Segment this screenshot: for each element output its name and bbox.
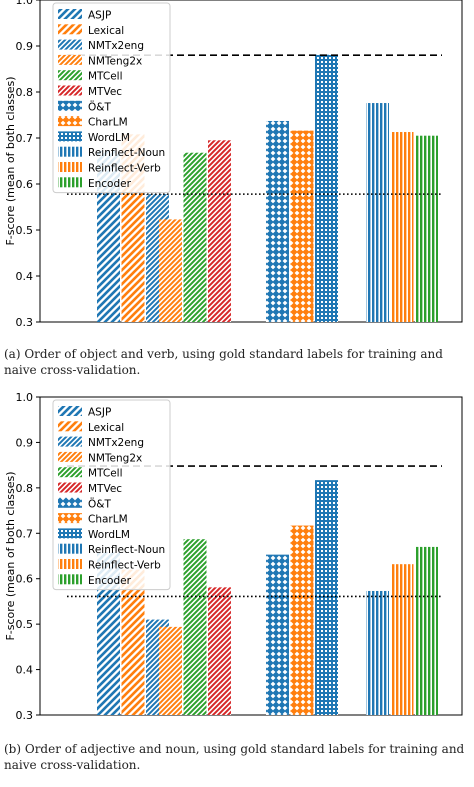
legend-swatch bbox=[58, 559, 82, 569]
legend-swatch bbox=[58, 100, 82, 111]
chart-object-verb: 0.3 0.4 0.5 0.6 0.7 0.8 0.9 1.0 F-score (mean of… bbox=[4, 0, 463, 329]
legend-label: Reinflect-Noun bbox=[88, 147, 165, 159]
legend-label: Reinflect-Noun bbox=[88, 544, 165, 556]
legend-swatch bbox=[58, 24, 82, 35]
legend-label: Ö&T bbox=[88, 497, 111, 510]
legend-label: MTCell bbox=[88, 71, 122, 83]
legend-label: NMTx2eng bbox=[88, 437, 144, 449]
legend-swatch bbox=[58, 70, 82, 81]
bar-wordlm bbox=[315, 54, 338, 323]
legend-swatch bbox=[58, 406, 82, 416]
legend-box bbox=[52, 2, 171, 194]
y-tick-label: 0.6 bbox=[16, 573, 34, 586]
y-tick-label: 1.0 bbox=[16, 393, 34, 404]
bar-reinflect-noun bbox=[366, 590, 389, 715]
y-tick-label: 0.7 bbox=[16, 132, 34, 145]
bar-lexical bbox=[121, 569, 145, 715]
legend-label: Encoder bbox=[88, 575, 132, 587]
legend-label: CharLM bbox=[88, 117, 128, 129]
legend-swatch bbox=[58, 421, 82, 432]
legend-swatch bbox=[58, 513, 82, 524]
legend-label: NMTeng2x bbox=[88, 452, 142, 464]
legend-swatch bbox=[58, 85, 82, 96]
bar-reinflect-verb bbox=[390, 564, 414, 715]
legend-label: MTVec bbox=[88, 86, 122, 98]
y-tick-label: 0.5 bbox=[16, 618, 34, 631]
legend-label: ASJP bbox=[88, 10, 111, 22]
legend-label: Reinflect-Verb bbox=[88, 560, 161, 572]
legend-label: Reinflect-Verb bbox=[88, 163, 161, 175]
legend-label: MTCell bbox=[88, 468, 122, 480]
bar-encoder bbox=[415, 546, 438, 715]
y-tick-label: 1.0 bbox=[16, 0, 34, 7]
legend-label: Lexical bbox=[88, 25, 124, 37]
bar-charlm bbox=[290, 525, 314, 715]
legend-swatch bbox=[58, 54, 82, 65]
y-tick-label: 0.3 bbox=[16, 709, 34, 722]
legend-swatch bbox=[58, 9, 82, 19]
y-tick-label: 0.7 bbox=[16, 527, 34, 540]
bar-mtvec bbox=[208, 587, 231, 715]
bar-asjp bbox=[97, 552, 120, 715]
legend-label: WordLM bbox=[88, 132, 130, 144]
legend-label: Encoder bbox=[88, 178, 132, 190]
y-tick-label: 0.4 bbox=[16, 270, 34, 283]
bar-mtvec bbox=[208, 140, 231, 322]
legend-swatch bbox=[58, 482, 82, 493]
caption-object-verb: (a) Order of object and verb, using gold… bbox=[4, 347, 443, 377]
y-tick-label: 0.8 bbox=[16, 482, 34, 495]
legend-swatch bbox=[58, 116, 82, 127]
bar-asjp bbox=[97, 150, 120, 322]
chart-adjective-noun: 0.3 0.4 0.5 0.6 0.7 0.8 0.9 1.0 F-score (mean of… bbox=[4, 393, 463, 722]
y-tick-label: 0.3 bbox=[16, 316, 34, 329]
plot-frame bbox=[39, 396, 463, 716]
y-axis-label: F-score (mean of both classes) bbox=[4, 471, 17, 640]
bar--t bbox=[266, 120, 289, 322]
legend-label: WordLM bbox=[88, 529, 130, 541]
bar-nmteng2x bbox=[159, 626, 182, 715]
bar-mtcell bbox=[183, 539, 207, 715]
bar-wordlm bbox=[315, 480, 338, 715]
bar-reinflect-noun bbox=[366, 103, 389, 322]
legend-swatch bbox=[58, 39, 82, 50]
legend-swatch bbox=[58, 574, 82, 585]
legend-label: ASJP bbox=[88, 407, 111, 419]
legend-label: CharLM bbox=[88, 514, 128, 526]
legend-swatch bbox=[58, 131, 82, 142]
y-axis-label: F-score (mean of both classes) bbox=[4, 76, 17, 245]
legend-swatch bbox=[58, 177, 82, 188]
legend-label: MTVec bbox=[88, 483, 122, 495]
legend-swatch bbox=[58, 497, 82, 508]
legend-box bbox=[52, 399, 171, 591]
plot-frame bbox=[39, 0, 463, 323]
legend-swatch bbox=[58, 451, 82, 462]
bar-mtcell bbox=[183, 152, 207, 322]
bar-reinflect-verb bbox=[390, 132, 414, 322]
legend-swatch bbox=[58, 543, 82, 554]
legend-swatch bbox=[58, 162, 82, 172]
legend-swatch bbox=[58, 528, 82, 539]
bar-nmteng2x bbox=[159, 219, 182, 322]
legend-label: Ö&T bbox=[88, 100, 111, 113]
y-tick-label: 0.9 bbox=[16, 40, 34, 53]
bar-encoder bbox=[415, 135, 438, 322]
y-tick-label: 0.6 bbox=[16, 178, 34, 191]
caption-adjective-noun: (b) Order of adjective and noun, using g… bbox=[4, 742, 465, 772]
legend-label: NMTeng2x bbox=[88, 55, 142, 67]
y-tick-label: 0.5 bbox=[16, 224, 34, 237]
bar--t bbox=[266, 554, 289, 715]
y-tick-label: 0.4 bbox=[16, 664, 34, 677]
legend-swatch bbox=[58, 436, 82, 447]
bar-charlm bbox=[290, 130, 314, 322]
y-tick-label: 0.9 bbox=[16, 436, 34, 449]
legend-swatch bbox=[58, 467, 82, 478]
legend-swatch bbox=[58, 146, 82, 157]
legend-label: Lexical bbox=[88, 422, 124, 434]
y-tick-label: 0.8 bbox=[16, 86, 34, 99]
legend-label: NMTx2eng bbox=[88, 40, 144, 52]
